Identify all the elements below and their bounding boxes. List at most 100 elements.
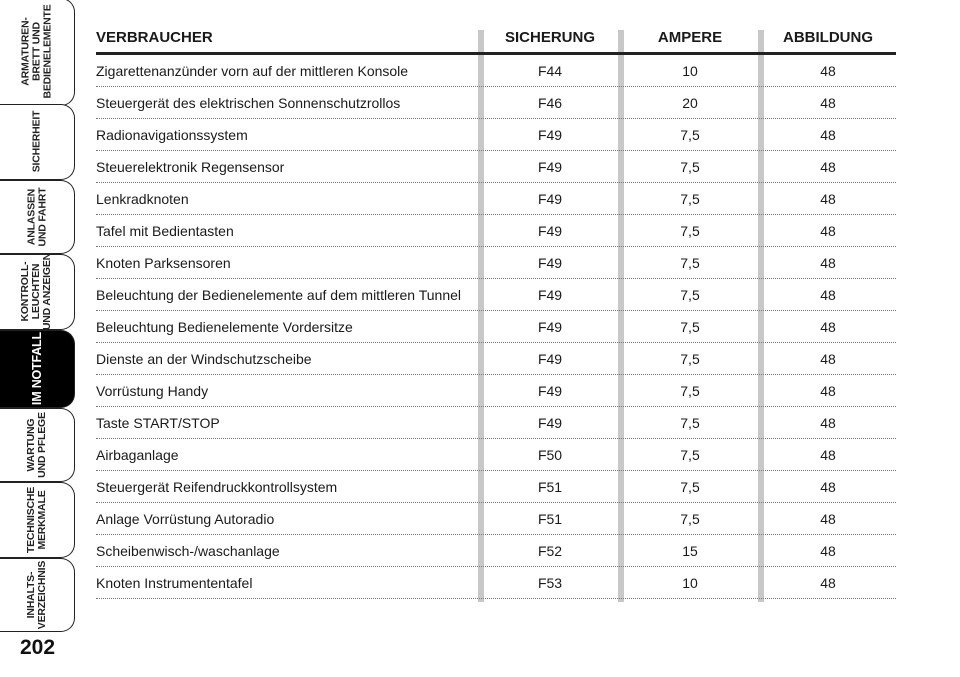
tab-label: ARMATUREN- BRETT UND BEDIENELEMENTE <box>19 4 54 100</box>
cell-fuse: F49 <box>537 158 563 175</box>
cell-figure: 48 <box>820 574 836 591</box>
cell-fuse: F53 <box>537 574 563 591</box>
cell-ampere: 15 <box>682 542 698 559</box>
tab-label: SICHERHEIT <box>30 111 43 173</box>
tab-label: TECHNISCHE MERKMALE <box>24 486 48 554</box>
cell-figure: 48 <box>820 318 836 335</box>
cell-ampere: 10 <box>682 62 698 79</box>
cell-fuse: F46 <box>537 94 563 111</box>
table-row: Scheibenwisch-/waschanlage F52 15 48 <box>96 535 896 567</box>
header-consumer: VERBRAUCHER <box>96 29 213 46</box>
tab-kontrollleuchten[interactable]: KONTROLL- LEUCHTEN UND ANZEIGEN <box>0 253 75 331</box>
cell-figure: 48 <box>820 286 836 303</box>
cell-fuse: F49 <box>537 222 563 239</box>
cell-figure: 48 <box>820 478 836 495</box>
cell-ampere: 7,5 <box>680 190 700 207</box>
cell-ampere: 7,5 <box>680 446 700 463</box>
table-row: Steuergerät des elektrischen Sonnenschut… <box>96 87 896 119</box>
cell-ampere: 7,5 <box>680 158 700 175</box>
cell-fuse: F49 <box>537 318 563 335</box>
cell-consumer: Scheibenwisch-/waschanlage <box>96 542 280 559</box>
cell-figure: 48 <box>820 446 836 463</box>
cell-ampere: 7,5 <box>680 286 700 303</box>
tab-label: IM NOTFALL <box>29 332 44 406</box>
cell-ampere: 7,5 <box>680 222 700 239</box>
cell-fuse: F52 <box>537 542 563 559</box>
cell-fuse: F49 <box>537 126 563 143</box>
cell-consumer: Radionavigationssystem <box>96 126 248 143</box>
table-row: Airbaganlage F50 7,5 48 <box>96 439 896 471</box>
table-body: Zigarettenanzünder vorn auf der mittlere… <box>96 55 896 599</box>
cell-figure: 48 <box>820 254 836 271</box>
cell-figure: 48 <box>820 62 836 79</box>
cell-ampere: 7,5 <box>680 510 700 527</box>
table-row: Dienste an der Windschutzscheibe F49 7,5 48 <box>96 343 896 375</box>
table-row: Radionavigationssystem F49 7,5 48 <box>96 119 896 151</box>
tab-armaturenbrett[interactable]: ARMATUREN- BRETT UND BEDIENELEMENTE <box>0 0 75 106</box>
table-row: Lenkradknoten F49 7,5 48 <box>96 183 896 215</box>
tab-label: KONTROLL- LEUCHTEN UND ANZEIGEN <box>19 253 54 331</box>
table-row: Steuerelektronik Regensensor F49 7,5 48 <box>96 151 896 183</box>
tab-wartung[interactable]: WARTUNG UND PFLEGE <box>0 408 75 482</box>
chapter-sidebar: ARMATUREN- BRETT UND BEDIENELEMENTE SICH… <box>0 0 76 677</box>
header-ampere: AMPERE <box>657 29 723 46</box>
cell-consumer: Vorrüstung Handy <box>96 382 209 399</box>
header-fuse: SICHERUNG <box>504 29 595 46</box>
cell-figure: 48 <box>820 222 836 239</box>
cell-fuse: F49 <box>537 382 563 399</box>
table-row: Beleuchtung der Bedienelemente auf dem m… <box>96 279 896 311</box>
column-divider <box>758 30 764 602</box>
cell-ampere: 10 <box>682 574 698 591</box>
cell-consumer: Taste START/STOP <box>96 414 220 431</box>
cell-ampere: 7,5 <box>680 382 700 399</box>
cell-consumer: Beleuchtung Bedienelemente Vordersitze <box>96 318 353 335</box>
cell-consumer: Steuergerät des elektrischen Sonnenschut… <box>96 94 401 111</box>
table-row: Knoten Instrumententafel F53 10 48 <box>96 567 896 599</box>
cell-ampere: 7,5 <box>680 126 700 143</box>
cell-fuse: F51 <box>537 478 563 495</box>
page-number: 202 <box>20 636 56 659</box>
cell-ampere: 20 <box>682 94 698 111</box>
cell-fuse: F49 <box>537 286 563 303</box>
cell-consumer: Airbaganlage <box>96 446 179 463</box>
tab-inhaltsverzeichnis[interactable]: INHALTS- VERZEICHNIS <box>0 558 75 632</box>
cell-consumer: Anlage Vorrüstung Autoradio <box>96 510 275 527</box>
tab-label: ANLASSEN UND FAHRT <box>24 187 48 247</box>
tab-technische-merkmale[interactable]: TECHNISCHE MERKMALE <box>0 482 75 558</box>
cell-figure: 48 <box>820 382 836 399</box>
cell-consumer: Knoten Instrumententafel <box>96 574 253 591</box>
cell-consumer: Steuergerät Reifendruckkontrollsystem <box>96 478 338 495</box>
table-header: VERBRAUCHER SICHERUNG AMPERE ABBILDUNG <box>96 26 896 55</box>
cell-figure: 48 <box>820 510 836 527</box>
cell-consumer: Dienste an der Windschutzscheibe <box>96 350 312 367</box>
cell-fuse: F50 <box>537 446 563 463</box>
cell-fuse: F44 <box>537 62 563 79</box>
cell-ampere: 7,5 <box>680 318 700 335</box>
table-row: Knoten Parksensoren F49 7,5 48 <box>96 247 896 279</box>
table-row: Tafel mit Bedientasten F49 7,5 48 <box>96 215 896 247</box>
cell-consumer: Knoten Parksensoren <box>96 254 231 271</box>
cell-fuse: F49 <box>537 254 563 271</box>
tab-anlassen[interactable]: ANLASSEN UND FAHRT <box>0 180 75 254</box>
fuse-table: VERBRAUCHER SICHERUNG AMPERE ABBILDUNG Z… <box>96 26 896 599</box>
cell-ampere: 7,5 <box>680 254 700 271</box>
tab-label: INHALTS- VERZEICHNIS <box>24 560 48 630</box>
header-figure: ABBILDUNG <box>783 29 873 46</box>
cell-figure: 48 <box>820 542 836 559</box>
table-row: Steuergerät Reifendruckkontrollsystem F51… <box>96 471 896 503</box>
cell-figure: 48 <box>820 126 836 143</box>
cell-fuse: F49 <box>537 414 563 431</box>
column-divider <box>478 30 484 602</box>
table-row: Beleuchtung Bedienelemente Vordersitze F4… <box>96 311 896 343</box>
cell-fuse: F49 <box>537 350 563 367</box>
cell-consumer: Lenkradknoten <box>96 190 189 207</box>
cell-figure: 48 <box>820 190 836 207</box>
cell-ampere: 7,5 <box>680 350 700 367</box>
tab-sicherheit[interactable]: SICHERHEIT <box>0 104 75 180</box>
cell-consumer: Tafel mit Bedientasten <box>96 222 234 239</box>
tab-im-notfall[interactable]: IM NOTFALL <box>0 330 75 408</box>
cell-ampere: 7,5 <box>680 478 700 495</box>
cell-consumer: Zigarettenanzünder vorn auf der mittlere… <box>96 62 409 79</box>
table-row: Vorrüstung Handy F49 7,5 48 <box>96 375 896 407</box>
cell-consumer: Beleuchtung der Bedienelemente auf dem m… <box>96 286 462 303</box>
